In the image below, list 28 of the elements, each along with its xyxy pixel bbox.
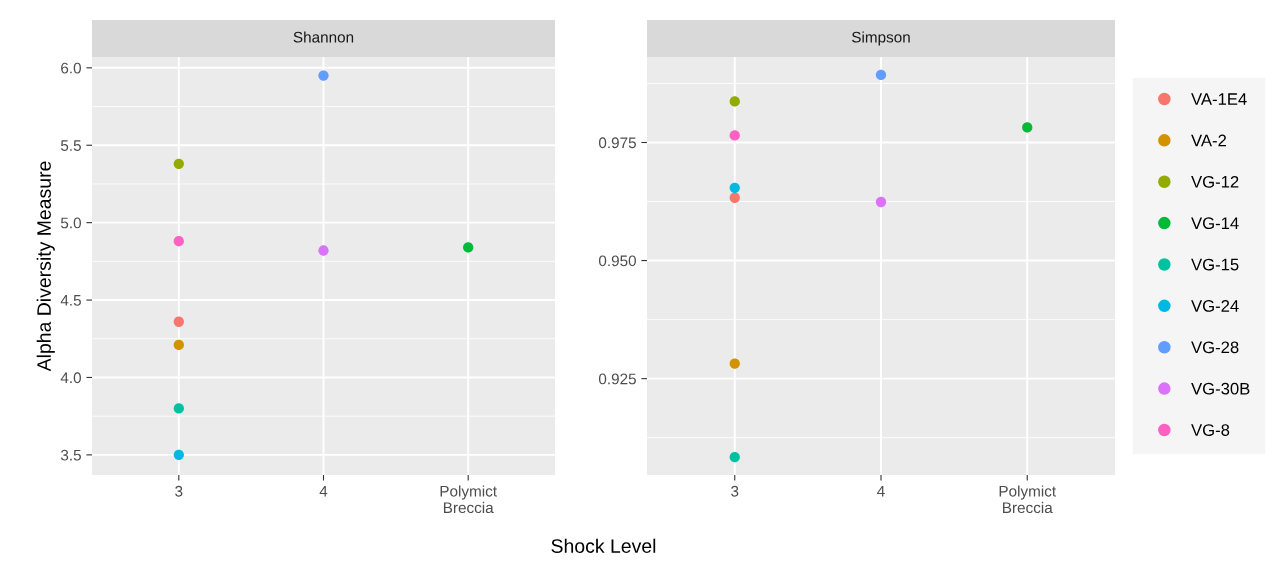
x-tick-label: 3 <box>731 485 739 497</box>
legend-label: VA-1E4 <box>1191 93 1247 105</box>
legend-label: VG-8 <box>1191 424 1230 436</box>
x-tick-label: Polymict Breccia <box>440 485 497 514</box>
y-tick-label: 5.0 <box>60 217 81 229</box>
x-tick-label: 3 <box>175 485 183 497</box>
y-tick-label: 0.925 <box>598 373 636 385</box>
x-tick-label: Polymict Breccia <box>999 485 1056 514</box>
chart-title: Shannon <box>293 31 354 43</box>
x-axis-title: Shock Level <box>551 538 656 553</box>
y-tick-label: 3.5 <box>60 449 81 461</box>
x-tick-label: 4 <box>877 485 885 497</box>
legend-label: VG-28 <box>1191 341 1239 354</box>
y-tick-label: 5.5 <box>60 140 81 151</box>
legend-label: VG-24 <box>1191 300 1239 312</box>
legend-label: VG-30B <box>1191 382 1250 395</box>
legend-label: VG-15 <box>1191 258 1239 271</box>
legend-label: VG-12 <box>1191 175 1239 188</box>
chart-title: Simpson <box>851 31 910 46</box>
y-tick-label: 6.0 <box>61 62 81 74</box>
y-tick-label: 4.0 <box>60 372 81 384</box>
legend-label: VG-14 <box>1191 217 1239 230</box>
y-tick-label: 0.975 <box>598 137 636 149</box>
y-tick-label: 0.950 <box>598 255 636 267</box>
y-tick-label: 4.5 <box>60 295 81 306</box>
legend-label: VA-2 <box>1191 134 1227 147</box>
x-tick-label: 4 <box>319 485 328 497</box>
y-axis-title: Alpha Diversity Measure <box>36 161 55 372</box>
